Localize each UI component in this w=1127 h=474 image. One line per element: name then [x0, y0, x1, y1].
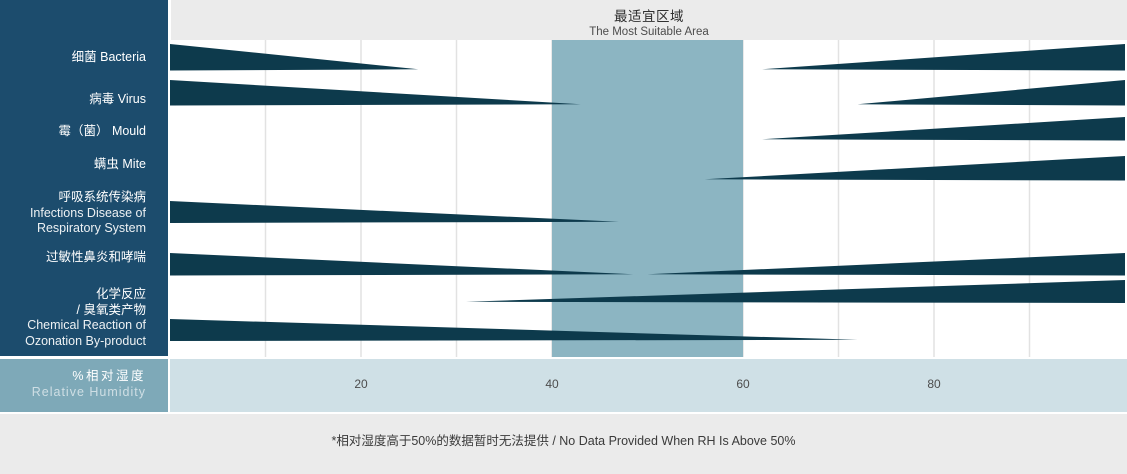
- row-label-text: Ozonation By-product: [25, 333, 146, 348]
- wedge-right: [466, 280, 1125, 303]
- wedge-right: [647, 253, 1125, 276]
- row-label-text: 呼吸系统传染病: [58, 190, 146, 204]
- row-label-text: 霉（菌） Mould: [58, 124, 146, 138]
- wedge-left: [170, 44, 419, 71]
- wedge-right: [762, 117, 1125, 141]
- wedge-right: [704, 156, 1125, 181]
- row-label-text: Respiratory System: [36, 221, 146, 235]
- row-label-mould: 霉（菌） Mould: [58, 124, 146, 140]
- row-label-chemical-ozonation: 化学反应 / 臭氧类产物 Chemical Reaction of Ozonat…: [25, 287, 146, 349]
- axis-tick-label: 80: [927, 377, 941, 391]
- axis-tick-label: 40: [545, 377, 559, 391]
- row-label-mite: 螨虫 Mite: [94, 157, 146, 173]
- chart-title-zh: 最适宜区域: [614, 9, 684, 24]
- axis-tick-label: 60: [736, 377, 750, 391]
- chart-header: 最适宜区域 The Most Suitable Area: [171, 0, 1127, 40]
- axis-label-en: Relative Humidity: [31, 385, 146, 399]
- wedge-left: [170, 319, 858, 341]
- footnote-bar: *相对湿度高于50%的数据暂时无法提供 / No Data Provided W…: [0, 414, 1127, 474]
- row-label-virus: 病毒 Virus: [89, 92, 146, 108]
- wedge-chart-svg: [170, 40, 1125, 357]
- axis-tick-label: 20: [354, 377, 368, 391]
- row-label-respiratory: 呼吸系统传染病 Infections Disease of Respirator…: [30, 190, 146, 237]
- axis-label-zh: %相对湿度: [72, 369, 146, 383]
- row-label-text: 过敏性鼻炎和哮喘: [45, 250, 146, 264]
- row-label-allergy: 过敏性鼻炎和哮喘: [46, 250, 146, 266]
- row-label-text: 化学反应: [95, 287, 146, 301]
- row-labels-sidebar: 细菌 Bacteria 病毒 Virus 霉（菌） Mould 螨虫 Mite …: [0, 0, 168, 356]
- plot-area: [170, 40, 1127, 357]
- wedge-left: [170, 80, 581, 106]
- wedge-right: [857, 80, 1125, 106]
- row-label-text: 病毒 Virus: [89, 92, 146, 106]
- chart-subtitle-en: The Most Suitable Area: [589, 26, 709, 38]
- row-label-text: / 臭氧类产物: [76, 302, 146, 317]
- humidity-axis-strip: 20 40 60 80: [170, 359, 1127, 412]
- row-label-text: Infections Disease of: [29, 205, 146, 220]
- row-label-text: 螨虫 Mite: [93, 157, 146, 171]
- wedge-left: [170, 253, 634, 276]
- footnote-text: *相对湿度高于50%的数据暂时无法提供 / No Data Provided W…: [331, 434, 796, 448]
- row-label-text: 细菌 Bacteria: [71, 50, 146, 64]
- wedge-right: [762, 44, 1125, 71]
- optimal-band: [552, 40, 743, 357]
- wedge-left: [170, 201, 619, 223]
- humidity-label-cell: %相对湿度 Relative Humidity: [0, 359, 168, 412]
- row-label-text: Chemical Reaction of: [27, 318, 146, 332]
- row-label-bacteria: 细菌 Bacteria: [72, 50, 146, 66]
